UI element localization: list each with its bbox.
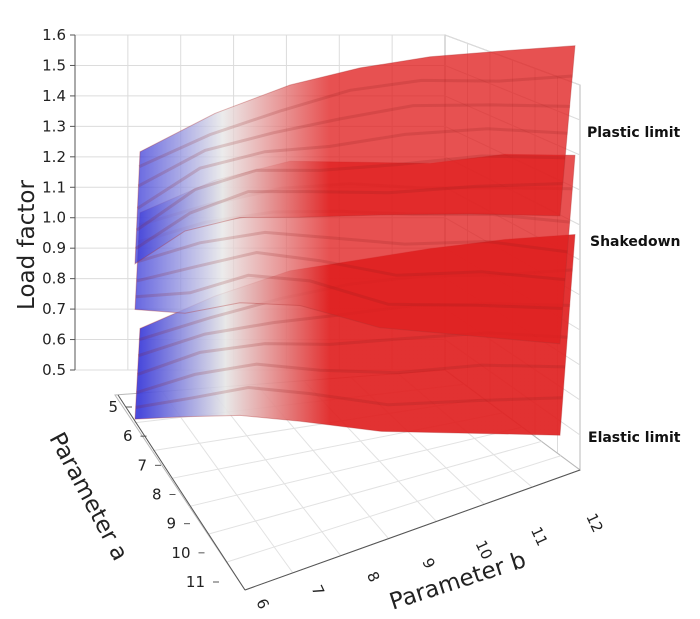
b-tick-label: 9	[418, 555, 438, 571]
surface-ripple	[134, 182, 563, 250]
a-tick-label: 11	[186, 573, 205, 591]
surface-ripple	[137, 103, 571, 188]
surface-ripple	[138, 74, 573, 168]
a-tick-label: 9	[166, 515, 176, 533]
z-tick-label: 0.8	[42, 270, 66, 288]
surface-ripple	[136, 127, 568, 210]
surface-ripple	[137, 230, 568, 264]
z-tick-label: 0.9	[42, 239, 66, 257]
a-axis-title: Parameter a	[44, 428, 133, 565]
z-tick-label: 0.7	[42, 300, 66, 318]
z-tick-label: 1.6	[42, 26, 66, 44]
z-tick-label: 0.6	[42, 331, 66, 349]
z-tick-label: 1.3	[42, 117, 66, 135]
label-shakedown: Shakedown	[590, 234, 680, 250]
a-tick-label: 5	[108, 398, 118, 416]
surface-ripple	[135, 154, 566, 232]
a-axis-line	[117, 394, 246, 591]
b-axis-title: Parameter b	[386, 547, 529, 615]
z-tick-label: 1.2	[42, 148, 66, 166]
z-tick-label: 1.0	[42, 209, 66, 227]
floor-grid-b	[208, 387, 342, 557]
floor-grid-a	[226, 455, 561, 563]
a-tick-label: 10	[171, 544, 190, 562]
b-tick-label: 8	[363, 569, 383, 585]
z-tick-label: 0.5	[42, 361, 66, 379]
label-elastic-limit: Elastic limit	[588, 430, 681, 446]
surface-plastic-limit	[134, 45, 576, 265]
surface-ripple	[136, 362, 566, 394]
surface-ripple	[136, 250, 566, 283]
a-tick-label: 6	[123, 427, 133, 445]
z-tick-label: 1.1	[42, 178, 66, 196]
b-tick-label: 11	[527, 524, 551, 549]
a-tick-label: 7	[137, 456, 147, 474]
surface-ripple	[135, 385, 563, 409]
z-axis-title: Load factor	[14, 180, 40, 310]
a-tick-label: 8	[152, 486, 162, 504]
z-tick-labels: 0.5 0.6 0.7 0.8 0.9 1.0 1.1 1.2 1.3 1.4 1.5 1.6	[42, 26, 75, 379]
floor-grid-b	[161, 391, 294, 574]
floor-grid-a	[189, 426, 523, 507]
z-tick-label: 1.5	[42, 56, 66, 74]
b-axis-line	[244, 469, 581, 591]
b-tick-label: 6	[252, 596, 272, 612]
label-plastic-limit: Plastic limit	[587, 125, 680, 141]
surface-ripple	[135, 273, 563, 310]
z-tick-label: 1.4	[42, 87, 66, 105]
surfaces	[134, 45, 576, 436]
floor-grid-a	[207, 440, 542, 535]
b-tick-label: 7	[308, 582, 328, 598]
b-tick-label: 12	[582, 510, 606, 535]
